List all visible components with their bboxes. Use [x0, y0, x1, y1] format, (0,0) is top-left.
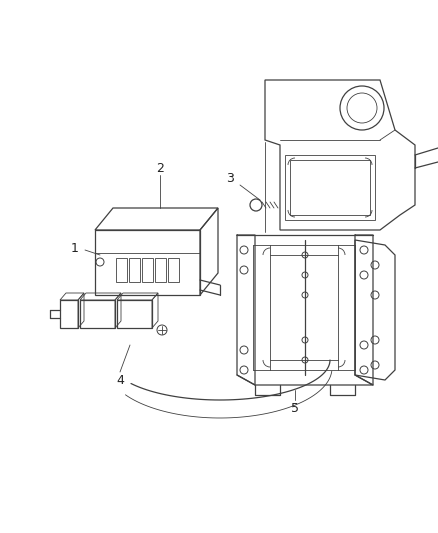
Text: 5: 5 [291, 401, 299, 415]
Text: 3: 3 [226, 172, 234, 184]
Text: 4: 4 [116, 374, 124, 386]
Text: 1: 1 [71, 241, 79, 254]
Text: 2: 2 [156, 161, 164, 174]
